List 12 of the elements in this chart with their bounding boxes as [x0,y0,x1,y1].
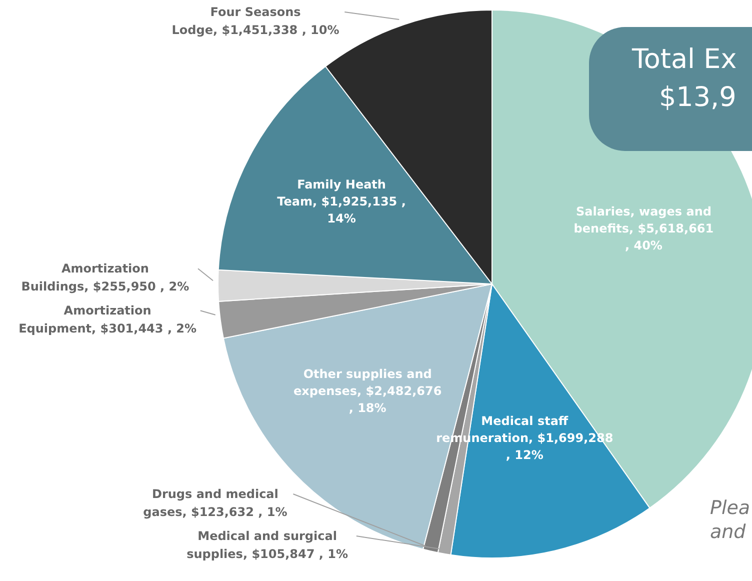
slice-label: Amortization Equipment, $301,443 , 2% [18,304,197,336]
slice-label: Amortization Buildings, $255,950 , 2% [21,262,190,294]
slice-label: Family Heath Team, $1,925,135 , 14% [277,178,406,226]
text: Plea [710,496,750,520]
text: Total Ex [632,43,738,77]
slice-label: Medical and surgical supplies, $105,847 , 1% [186,529,348,561]
slice-label: Other supplies and expenses, $2,482,676 , 18% [293,367,442,416]
text: $13,9 [658,81,738,115]
slice-label: Salaries, wages and benefits, $5,618,661 , 40% [574,204,714,253]
slice-label: Drugs and medical gases, $123,632 , 1% [143,487,288,519]
slice-label: Four Seasons Lodge, $1,451,338 , 10% [172,5,340,37]
text: and [710,520,747,544]
